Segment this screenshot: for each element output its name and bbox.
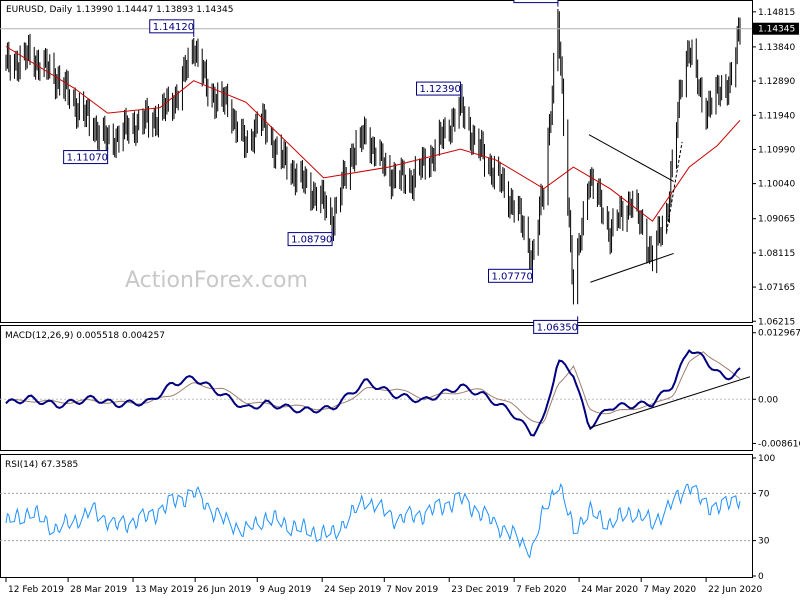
price-axis-tick-label: 1.06215 [758, 317, 795, 327]
price-plot [0, 8, 752, 305]
price-label-box [488, 268, 534, 283]
macd-title: MACD(12,26,9) 0.005518 0.004257 [5, 331, 165, 341]
ohlc-readout: 1.13990 1.14447 1.13893 1.14345 [76, 5, 233, 15]
time-axis-tick-label: 9 Aug 2019 [259, 585, 311, 595]
price-axis-tick-label: 1.13840 [758, 43, 795, 53]
price-label-text: 1.06350 [537, 322, 578, 333]
price-axis-tick-label: 1.11940 [758, 111, 795, 121]
rsi-axis-tick-label: 0 [758, 572, 764, 582]
time-axis-tick-label: 7 Feb 2020 [516, 585, 567, 595]
price-label-box [513, 0, 559, 4]
breakout-dashed-line [666, 141, 683, 232]
price-label-box [416, 81, 462, 96]
chart-symbol: EURUSD, Daily [6, 5, 73, 15]
time-axis-tick-label: 23 Dec 2019 [451, 585, 509, 595]
macd-axis: 0.012967 0.00 -0.008616 [752, 329, 800, 449]
price-label-text: 1.11070 [67, 153, 108, 164]
price-label-box [533, 319, 579, 334]
price-axis-tick-label: 1.12890 [758, 77, 795, 87]
price-axis-tick-label: 1.10040 [758, 180, 795, 190]
macd-axis-tick-label: -0.008616 [758, 439, 800, 449]
price-label-box [149, 19, 195, 34]
price-label-text: 1.14120 [153, 22, 194, 33]
price-label-box [287, 232, 333, 247]
rsi-panel-frame [0, 454, 753, 578]
price-axis-tick-label: 1.10990 [758, 145, 795, 155]
rsi-axis-tick-label: 100 [758, 454, 775, 464]
rsi-title: RSI(14) 67.3585 [5, 460, 78, 470]
triangle-lower-line [590, 252, 674, 283]
watermark: ActionForex.com [125, 268, 308, 293]
time-axis-tick-label: 24 Sep 2019 [324, 585, 381, 595]
rsi-axis-tick-label: 70 [758, 489, 770, 499]
moving-average-line [5, 46, 741, 222]
time-axis-tick-label: 26 Jun 2019 [197, 585, 251, 595]
price-axis-tick-label: 1.08115 [758, 249, 795, 259]
macd-axis-tick-label: 0.00 [758, 395, 778, 405]
price-label-box [63, 150, 109, 165]
triangle-upper-line [588, 134, 674, 182]
price-label-text: 1.12390 [420, 84, 461, 95]
rsi-axis: 100 70 30 0 [752, 454, 775, 582]
rsi-line [5, 482, 741, 559]
macd-axis-tick-label: 0.012967 [758, 329, 800, 339]
time-axis-tick-label: 22 Jun 2020 [708, 585, 762, 595]
price-axis-tick-label: 1.09065 [758, 215, 795, 225]
price-annotations: 1.14960 1.14120 1.12390 1.11070 1.08790 1.077… [63, 0, 579, 334]
time-axis-tick-label: 28 Mar 2019 [70, 585, 127, 595]
time-axis-tick-label: 24 Mar 2020 [581, 585, 638, 595]
macd-panel-frame [0, 325, 753, 451]
time-axis-tick-label: 7 Nov 2019 [386, 585, 438, 595]
time-axis-tick-label: 7 May 2020 [643, 585, 696, 595]
price-label-text: 1.08790 [291, 235, 332, 246]
current-price-badge [753, 22, 799, 35]
macd-plot [0, 349, 752, 437]
time-axis-tick-label: 13 May 2019 [135, 585, 194, 595]
time-axis-tick-label: 12 Feb 2019 [8, 585, 64, 595]
rsi-axis-tick-label: 30 [758, 537, 770, 547]
price-label-text: 1.07770 [492, 271, 533, 282]
rsi-plot [0, 482, 752, 559]
price-label-text: 1.14960 [517, 0, 558, 3]
main-panel-frame [0, 0, 753, 323]
current-price-badge-text: 1.14345 [758, 25, 795, 35]
price-axis: 1.14815 1.13840 1.12890 1.11940 1.10990 1.100… [752, 8, 799, 327]
macd-main-line [5, 349, 741, 437]
macd-trendline [590, 376, 751, 428]
time-axis: 12 Feb 2019 28 Mar 2019 13 May 2019 26 Jun … [5, 578, 763, 595]
price-axis-tick-label: 1.14815 [758, 8, 795, 18]
price-axis-tick-label: 1.07165 [758, 283, 795, 293]
